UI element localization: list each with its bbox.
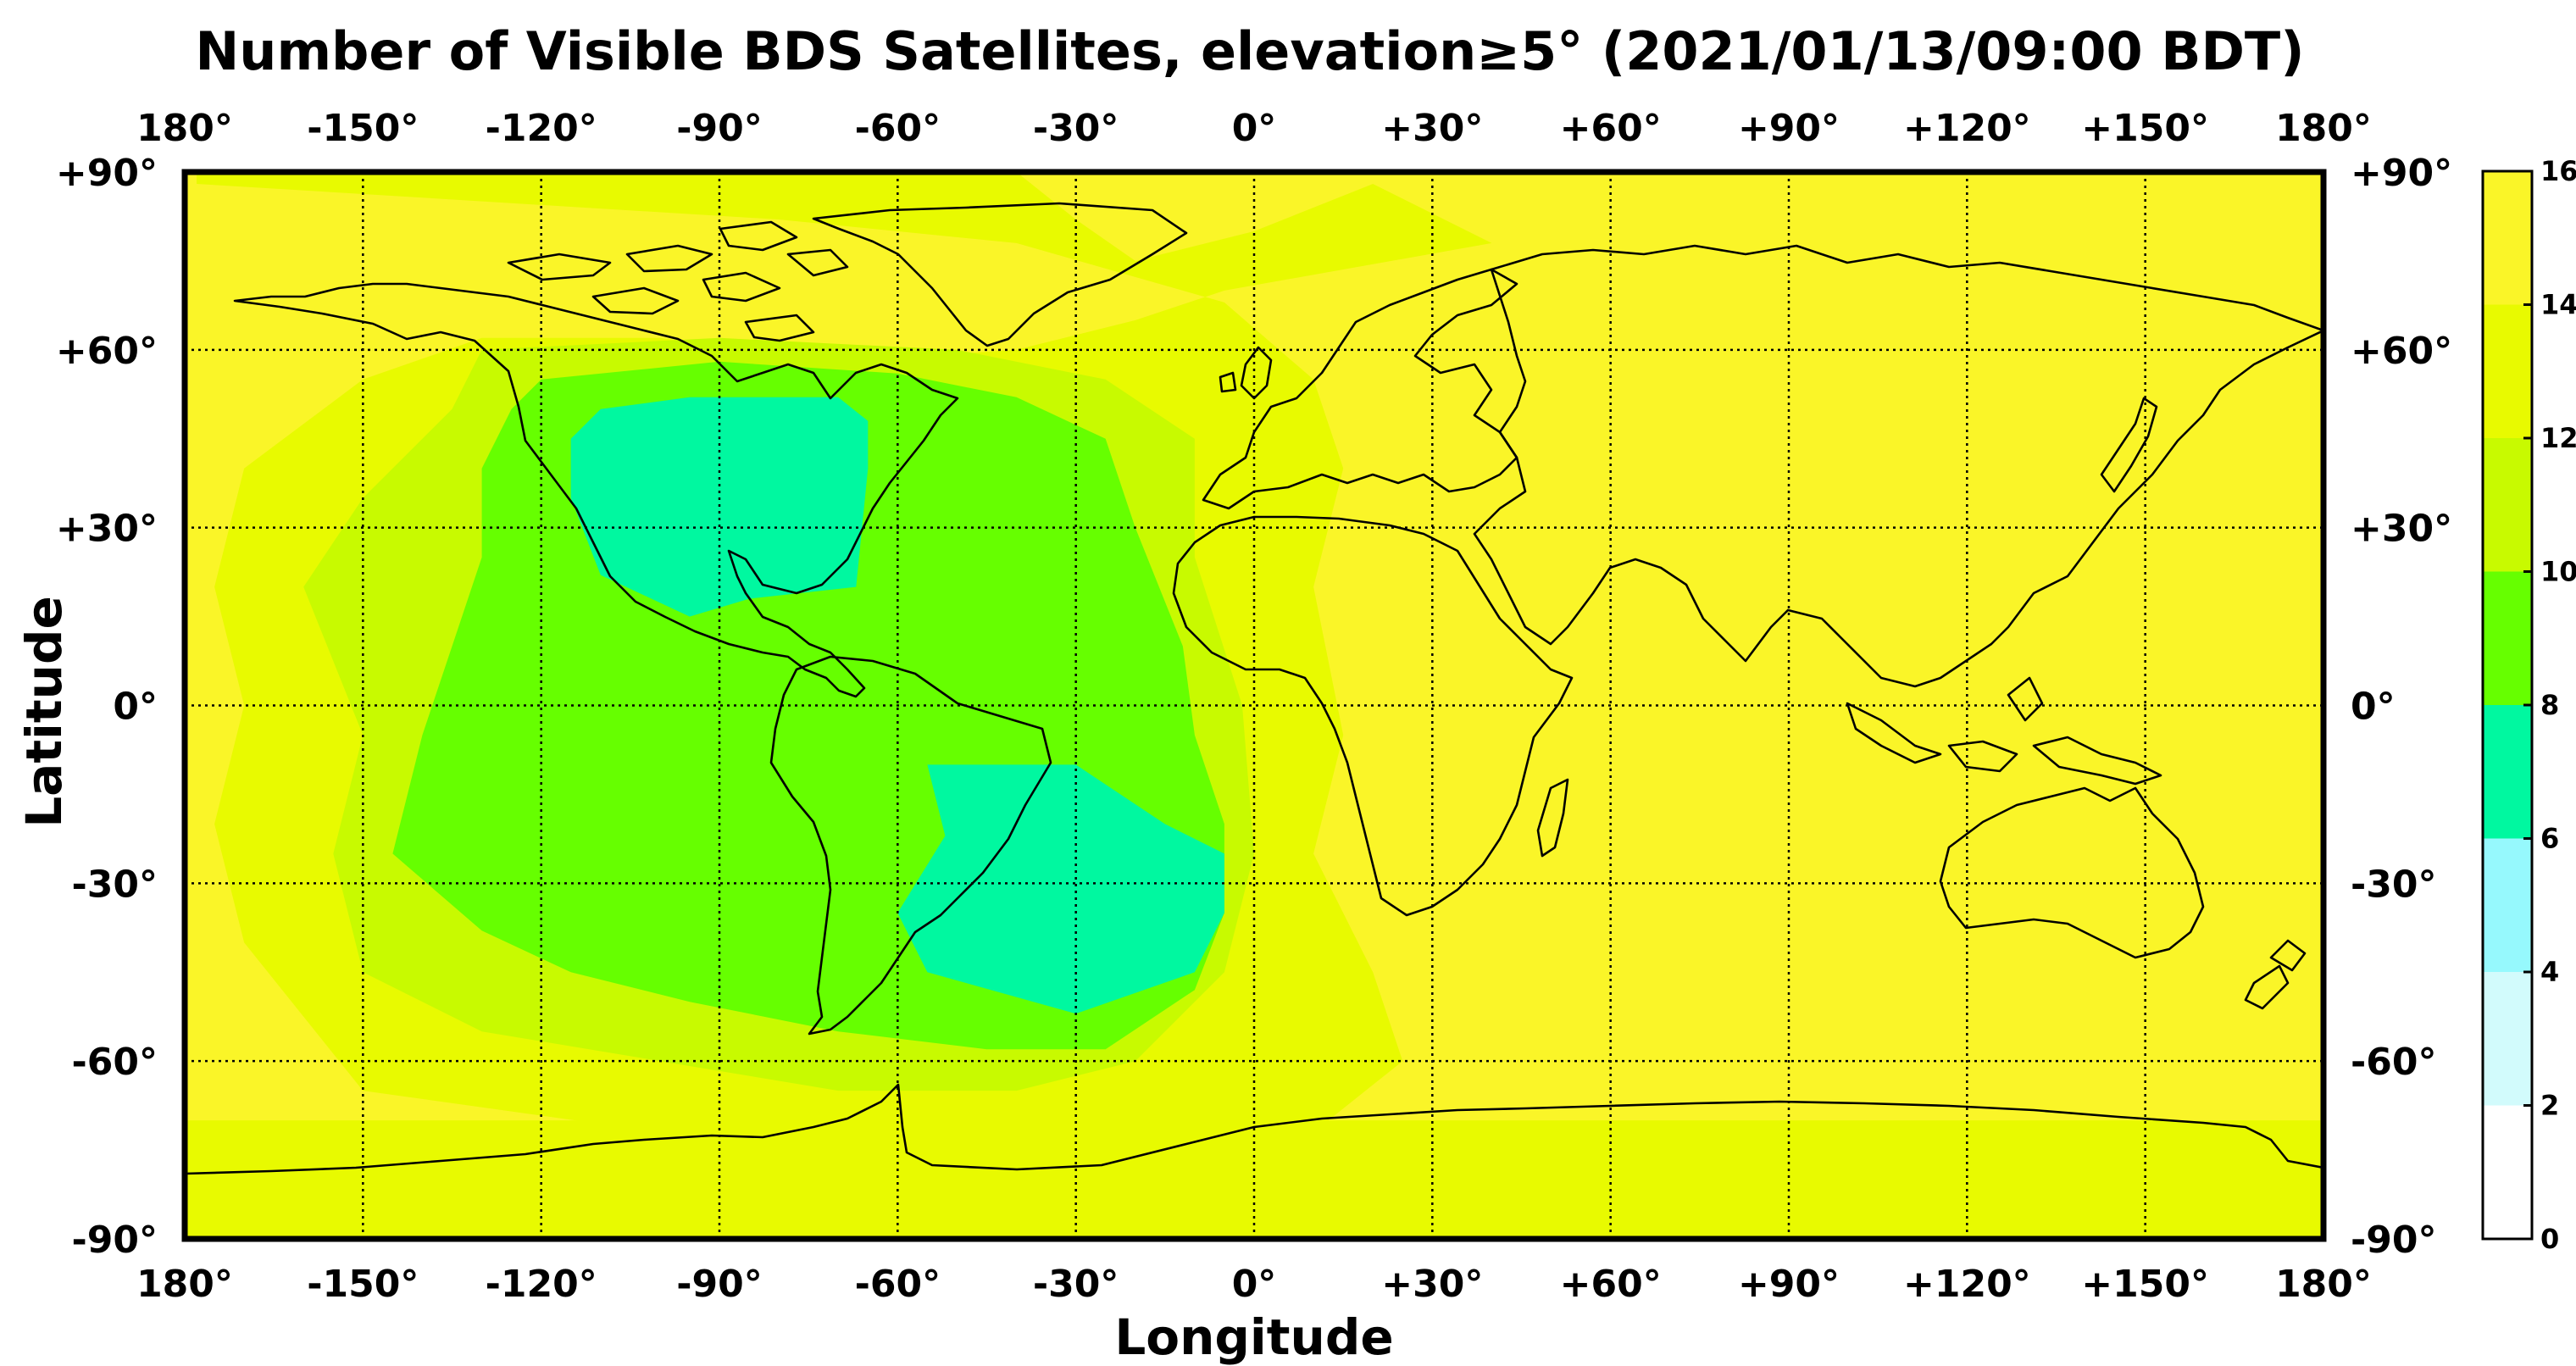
lon-tick-top: 180°: [2275, 107, 2372, 150]
coast-north-america: [233, 282, 959, 698]
lon-tick-bottom: +120°: [1903, 1263, 2031, 1306]
lon-tick-bottom: 180°: [2275, 1263, 2372, 1306]
lat-tick-left: +30°: [56, 508, 158, 551]
lat-tick-left: -30°: [72, 863, 158, 906]
coast-new-zealand: [2244, 939, 2307, 1010]
lat-tick-right: -90°: [2351, 1219, 2437, 1262]
tick-labels: 180° 180° -150° -150° -120° -120° -90° -90° -60°…: [56, 107, 2452, 1306]
colorbar-bin: [2483, 972, 2532, 1106]
lat-tick-left: +60°: [56, 330, 158, 373]
coast-greenland: [812, 202, 1188, 347]
lon-tick-bottom: -120°: [486, 1263, 597, 1306]
lon-tick-top: -150°: [307, 107, 419, 150]
lon-tick-top: +90°: [1738, 107, 1840, 150]
heat-region-2: [185, 1120, 2323, 1239]
colorbar-bin: [2483, 171, 2532, 305]
coast-arctic-islands: [507, 220, 849, 342]
lat-tick-right: -30°: [2351, 863, 2437, 906]
colorbar-tick-label: 16: [2540, 155, 2576, 187]
coast-south-america: [769, 655, 1052, 1036]
heat-region-5: [570, 397, 869, 617]
lat-tick-right: +60°: [2351, 330, 2452, 373]
lon-tick-bottom: 0°: [1232, 1263, 1277, 1306]
coast-british-isles: [1219, 346, 1273, 400]
colorbar-bin: [2483, 838, 2532, 972]
coast-japan: [2100, 397, 2158, 493]
lat-tick-left: -90°: [72, 1219, 158, 1262]
lon-tick-top: +120°: [1903, 107, 2031, 150]
graticule: [185, 172, 2323, 1239]
lon-tick-top: -120°: [486, 107, 597, 150]
lon-tick-top: +60°: [1560, 107, 1662, 150]
lat-tick-left: 0°: [113, 686, 158, 729]
lon-tick-bottom: +60°: [1560, 1263, 1662, 1306]
plot-frame: [181, 169, 2327, 1242]
lon-tick-top: +30°: [1381, 107, 1483, 150]
heat-region-6: [897, 764, 1224, 1014]
colorbar-tick-label: 6: [2540, 823, 2559, 855]
colorbar: 0 2 4 6 8 10 12 14 16: [2481, 155, 2576, 1255]
colorbar-bin: [2483, 304, 2532, 438]
coast-europe: [1202, 268, 1518, 510]
y-axis-label: Latitude: [15, 596, 73, 828]
lat-tick-right: +90°: [2351, 152, 2452, 195]
lon-tick-top: 0°: [1232, 107, 1277, 150]
lat-tick-left: +90°: [56, 152, 158, 195]
lon-tick-bottom: -30°: [1033, 1263, 1119, 1306]
coast-southeast-asia: [1846, 676, 2162, 786]
colorbar-bin: [2483, 571, 2532, 705]
coast-asia: [1473, 244, 2323, 688]
coast-antarctica: [185, 1083, 2323, 1175]
lon-tick-bottom: 180°: [136, 1263, 233, 1306]
lon-tick-top: 180°: [136, 107, 233, 150]
colorbar-bin: [2483, 438, 2532, 572]
colorbar-tick-label: 8: [2540, 689, 2559, 721]
coastlines: [185, 202, 2323, 1175]
lon-tick-top: -90°: [676, 107, 763, 150]
lon-tick-bottom: +30°: [1381, 1263, 1483, 1306]
lon-tick-bottom: -90°: [676, 1263, 763, 1306]
lon-tick-top: -60°: [855, 107, 941, 150]
lon-tick-bottom: -150°: [307, 1263, 419, 1306]
lon-tick-bottom: -60°: [855, 1263, 941, 1306]
colorbar-tick-label: 0: [2540, 1223, 2559, 1255]
lat-tick-right: +30°: [2351, 508, 2452, 551]
colorbar-tick-label: 14: [2540, 289, 2576, 321]
coast-australia: [1939, 786, 2205, 959]
colorbar-tick-label: 10: [2540, 556, 2576, 588]
lat-tick-right: 0°: [2351, 686, 2396, 729]
coast-madagascar: [1536, 778, 1569, 858]
coast-africa: [1172, 515, 1574, 917]
lat-tick-left: -60°: [72, 1041, 158, 1084]
colorbar-tick-label: 12: [2540, 422, 2576, 454]
colorbar-bin: [2483, 705, 2532, 839]
lon-tick-bottom: +90°: [1738, 1263, 1840, 1306]
lon-tick-top: -30°: [1033, 107, 1119, 150]
colorbar-tick-label: 2: [2540, 1090, 2559, 1122]
colorbar-tick-label: 4: [2540, 956, 2559, 988]
lon-tick-bottom: +150°: [2081, 1263, 2209, 1306]
lat-tick-right: -60°: [2351, 1041, 2437, 1084]
chart-title: Number of Visible BDS Satellites, elevat…: [195, 20, 2304, 82]
colorbar-bin: [2483, 1105, 2532, 1239]
x-axis-label: Longitude: [1114, 1308, 1393, 1366]
lon-tick-top: +150°: [2081, 107, 2209, 150]
